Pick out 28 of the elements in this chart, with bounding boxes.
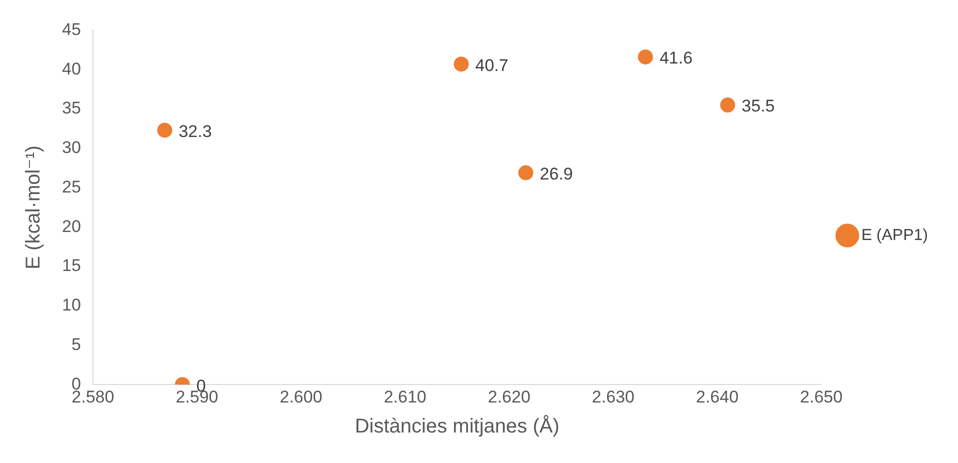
point: [157, 122, 172, 138]
point: [518, 165, 534, 180]
data-label: 32.3: [178, 122, 212, 141]
data-label: 40.7: [475, 56, 508, 75]
x-tick-label: 2.620: [488, 387, 530, 406]
y-tick-label: 45: [62, 20, 81, 39]
point: [720, 98, 736, 113]
x-tick-label: 2.640: [696, 387, 739, 406]
y-tick-label: 15: [62, 256, 81, 276]
y-tick-label: 10: [62, 296, 81, 315]
x-axis-title: Distàncies mitjanes (Å): [354, 414, 560, 438]
x-tick-label: 2.630: [592, 387, 634, 406]
y-tick-label: 30: [62, 138, 81, 158]
y-tick-label: 20: [62, 216, 81, 236]
data-label: 35.5: [742, 96, 775, 116]
x-tick-label: 2.600: [280, 387, 322, 406]
x-tick-label: 2.610: [384, 387, 426, 406]
point: [638, 49, 653, 64]
y-axis-title: E (kcal·mol⁻¹): [22, 145, 45, 270]
y-tick-label: 5: [71, 334, 81, 354]
y-tick-label: 35: [62, 98, 81, 118]
legend-label: E (APP1): [861, 226, 928, 244]
y-tick-label: 40: [62, 59, 81, 78]
data-label: 26.9: [540, 164, 573, 184]
point: [454, 56, 469, 72]
y-tick-label: 25: [62, 177, 81, 196]
x-tick-label: 2.650: [800, 387, 843, 406]
data-label: 41.6: [659, 48, 693, 68]
